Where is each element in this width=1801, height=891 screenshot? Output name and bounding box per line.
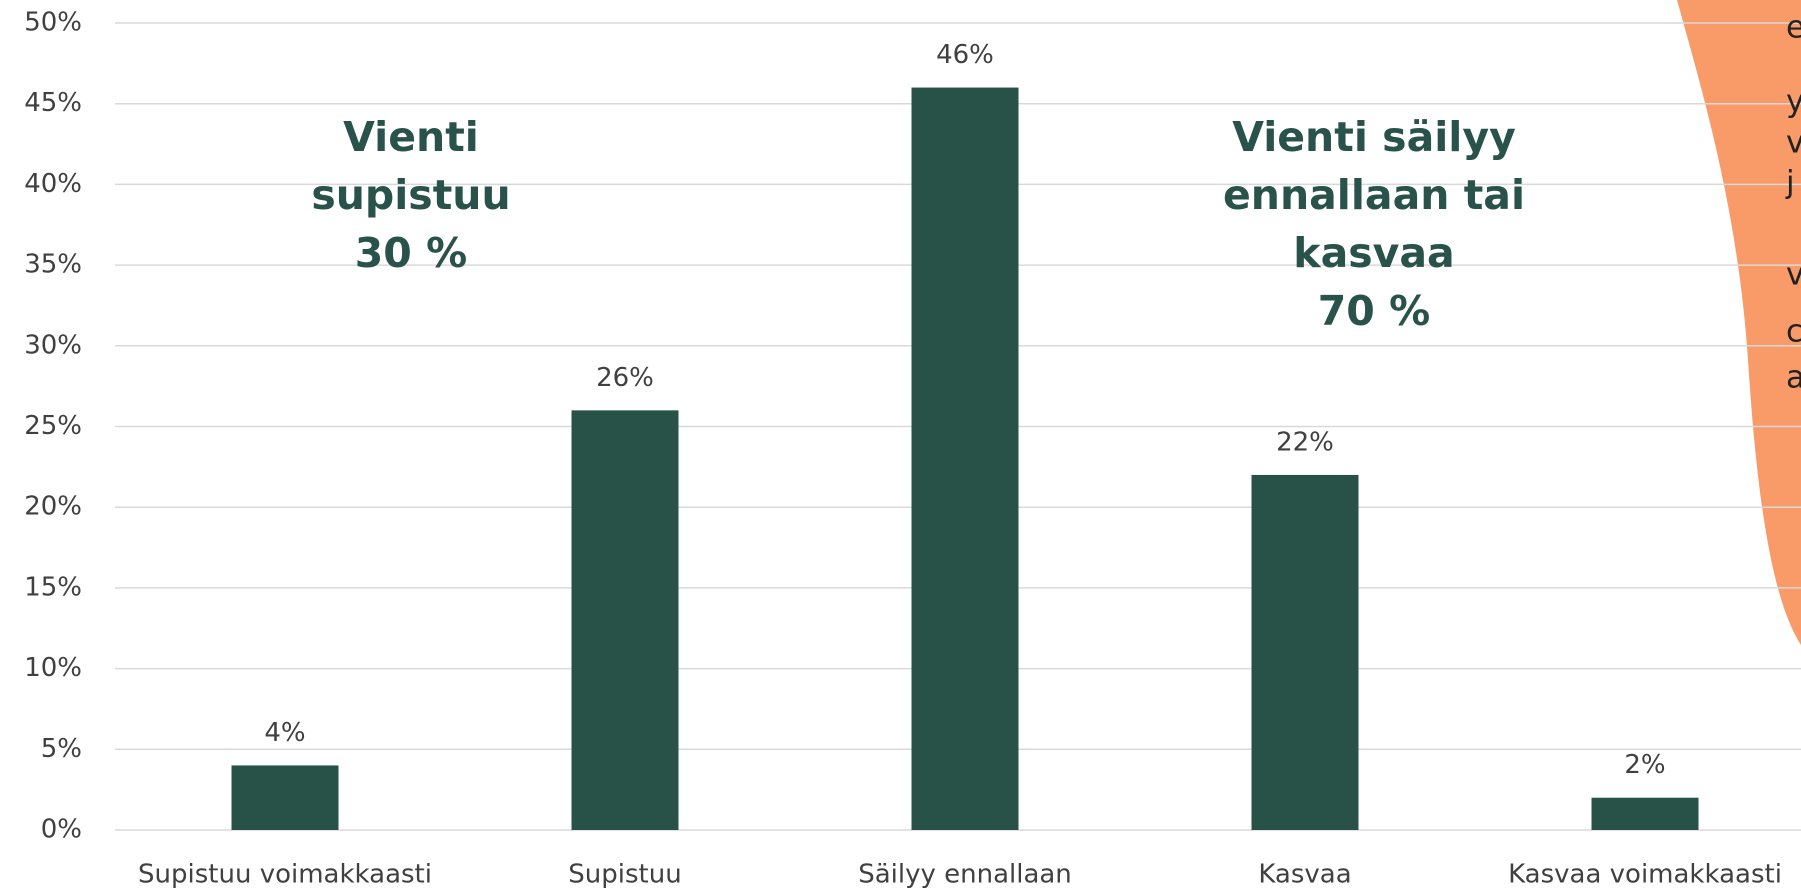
y-tick-label: 20% [24, 492, 82, 522]
bar [911, 87, 1019, 830]
side-text: v [1786, 257, 1801, 293]
bar [1251, 474, 1359, 830]
side-text: j [1785, 165, 1795, 201]
value-label: 26% [596, 363, 654, 393]
value-label: 46% [936, 40, 994, 70]
annotation: supistuu [311, 171, 510, 219]
x-tick-label: Supistuu [568, 860, 681, 890]
bar [231, 765, 339, 830]
y-tick-label: 50% [24, 8, 82, 38]
y-tick-label: 5% [41, 734, 82, 764]
side-text: e [1786, 10, 1801, 46]
annotation: Vienti säilyy [1232, 113, 1516, 161]
y-tick-label: 0% [41, 815, 82, 845]
x-tick-label: Supistuu voimakkaasti [138, 860, 432, 890]
y-tick-label: 25% [24, 411, 82, 441]
annotation: ennallaan tai [1223, 171, 1525, 219]
side-text: v [1786, 125, 1801, 161]
side-text: a [1786, 360, 1801, 396]
x-tick-label: Kasvaa voimakkaasti [1508, 860, 1782, 890]
bar [571, 410, 679, 830]
y-tick-label: 15% [24, 572, 82, 602]
value-label: 2% [1624, 750, 1665, 780]
y-tick-label: 45% [24, 88, 82, 118]
side-text: y [1786, 84, 1801, 120]
y-tick-label: 35% [24, 250, 82, 280]
annotation: 70 % [1318, 287, 1430, 335]
value-label: 4% [264, 718, 305, 748]
value-label: 22% [1276, 427, 1334, 457]
y-tick-label: 30% [24, 330, 82, 360]
y-tick-label: 10% [24, 653, 82, 683]
side-text: c [1786, 314, 1801, 350]
side-panel [1677, 0, 1801, 645]
annotation: Vienti [343, 113, 479, 161]
y-tick-label: 40% [24, 169, 82, 199]
annotation: 30 % [355, 229, 467, 277]
annotation: kasvaa [1293, 229, 1454, 277]
x-tick-label: Kasvaa [1258, 860, 1351, 890]
bar [1591, 797, 1699, 830]
x-tick-label: Säilyy ennallaan [858, 860, 1072, 890]
